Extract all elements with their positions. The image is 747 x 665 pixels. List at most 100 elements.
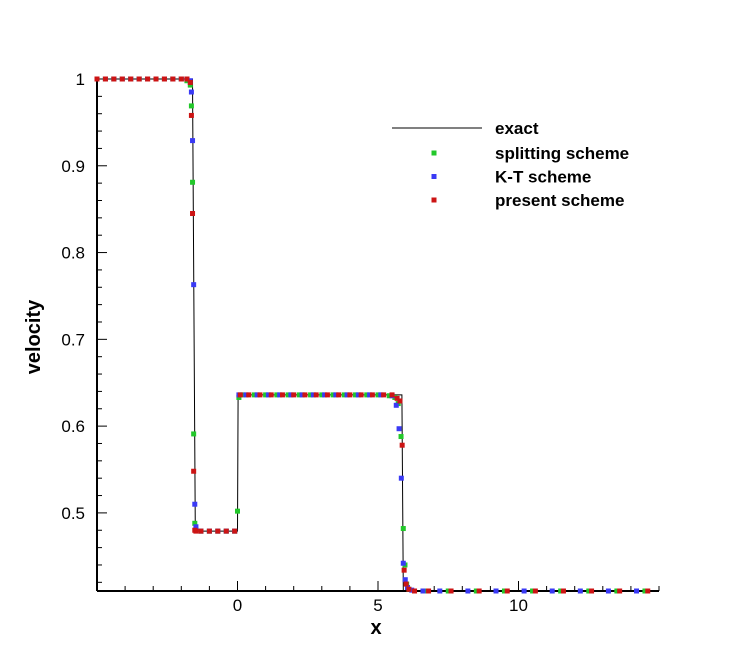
k-t-scheme-point	[288, 392, 294, 398]
present-scheme-point	[645, 588, 651, 594]
splitting-scheme-point	[308, 392, 314, 398]
k-t-scheme-point	[420, 588, 426, 594]
k-t-scheme-point	[243, 392, 249, 398]
present-scheme-point	[257, 392, 263, 398]
k-t-scheme-point	[310, 392, 316, 398]
present-scheme-point	[389, 392, 395, 398]
present-scheme-point	[188, 112, 194, 118]
splitting-scheme-point	[614, 588, 620, 594]
present-scheme-point	[403, 581, 409, 587]
x-tick-label: 10	[509, 596, 528, 615]
splitting-scheme-point	[191, 431, 197, 437]
k-t-scheme-point	[378, 392, 384, 398]
splitting-scheme-point	[285, 392, 291, 398]
splitting-scheme-point	[192, 520, 198, 526]
present-scheme-point	[399, 442, 405, 448]
splitting-scheme-point	[263, 392, 269, 398]
k-t-scheme-point	[367, 392, 373, 398]
splitting-scheme-point	[445, 588, 451, 594]
splitting-scheme-point	[423, 588, 429, 594]
x-tick-label: 5	[373, 596, 382, 615]
present-scheme-point	[617, 588, 623, 594]
present-scheme-point	[358, 392, 364, 398]
present-scheme-point	[369, 392, 375, 398]
scatter-points	[94, 76, 651, 594]
splitting-scheme-point	[586, 588, 592, 594]
k-t-scheme-point	[322, 392, 328, 398]
present-scheme-point	[476, 588, 482, 594]
splitting-scheme-point	[235, 508, 240, 514]
k-t-scheme-point	[409, 587, 415, 593]
present-scheme-point	[406, 586, 412, 592]
k-t-scheme-point	[193, 524, 199, 530]
y-tick-label: 0.8	[61, 244, 85, 263]
present-scheme-point	[94, 76, 100, 82]
present-scheme-point	[313, 392, 319, 398]
k-t-scheme-point	[355, 392, 361, 398]
k-t-scheme-point	[265, 392, 271, 398]
present-scheme-point	[153, 76, 159, 82]
splitting-scheme-point	[473, 588, 479, 594]
present-scheme-point	[206, 528, 212, 534]
splitting-scheme-point	[398, 434, 404, 440]
present-scheme-point	[532, 588, 538, 594]
k-t-scheme-point	[549, 588, 555, 594]
legend-k-t-scheme-label: K-T scheme	[495, 168, 591, 187]
present-scheme-point	[190, 211, 196, 217]
present-scheme-point	[215, 528, 221, 534]
k-t-scheme-point	[277, 392, 283, 398]
present-scheme-point	[136, 76, 142, 82]
k-t-scheme-point	[634, 588, 640, 594]
splitting-scheme-point	[530, 588, 536, 594]
splitting-scheme-point	[400, 526, 406, 532]
splitting-scheme-point	[558, 588, 564, 594]
present-scheme-point	[161, 76, 167, 82]
present-scheme-point	[347, 392, 353, 398]
present-scheme-point	[291, 392, 297, 398]
present-scheme-point	[302, 392, 308, 398]
k-t-scheme-point	[188, 89, 194, 95]
k-t-scheme-point	[605, 588, 611, 594]
present-scheme-point	[401, 567, 407, 573]
present-scheme-point	[193, 528, 199, 534]
present-scheme-point	[279, 392, 285, 398]
splitting-scheme-point	[642, 588, 648, 594]
present-scheme-point	[145, 76, 151, 82]
k-t-scheme-point	[437, 588, 443, 594]
present-scheme-point	[111, 76, 117, 82]
splitting-scheme-point	[236, 394, 242, 400]
present-scheme-point	[394, 395, 400, 401]
legend-present-scheme-marker	[431, 197, 437, 203]
present-scheme-point	[184, 76, 190, 82]
k-t-scheme-point	[393, 402, 399, 408]
present-scheme-point	[128, 76, 134, 82]
k-t-scheme-point	[521, 588, 527, 594]
y-tick-label: 0.7	[61, 330, 85, 349]
splitting-scheme-point	[501, 588, 507, 594]
present-scheme-point	[336, 392, 342, 398]
k-t-scheme-point	[333, 392, 339, 398]
k-t-scheme-point	[299, 392, 305, 398]
present-scheme-point	[223, 528, 229, 534]
k-t-scheme-point	[192, 501, 198, 507]
y-tick-label: 0.5	[61, 504, 85, 523]
splitting-scheme-point	[364, 392, 370, 398]
present-scheme-point	[178, 76, 184, 82]
present-scheme-point	[232, 528, 238, 534]
k-t-scheme-point	[190, 138, 196, 144]
k-t-scheme-point	[191, 282, 197, 288]
splitting-scheme-point	[251, 392, 257, 398]
present-scheme-point	[412, 588, 418, 594]
k-t-scheme-point	[398, 475, 404, 481]
present-scheme-point	[397, 398, 403, 404]
present-scheme-point	[560, 588, 566, 594]
present-scheme-point	[187, 79, 193, 85]
y-tick-label: 0.9	[61, 157, 85, 176]
y-axis-title: velocity	[23, 299, 45, 374]
exact-line	[97, 78, 659, 592]
present-scheme-point	[268, 392, 274, 398]
k-t-scheme-point	[577, 588, 583, 594]
x-tick-label: 0	[233, 596, 242, 615]
present-scheme-point	[504, 588, 510, 594]
